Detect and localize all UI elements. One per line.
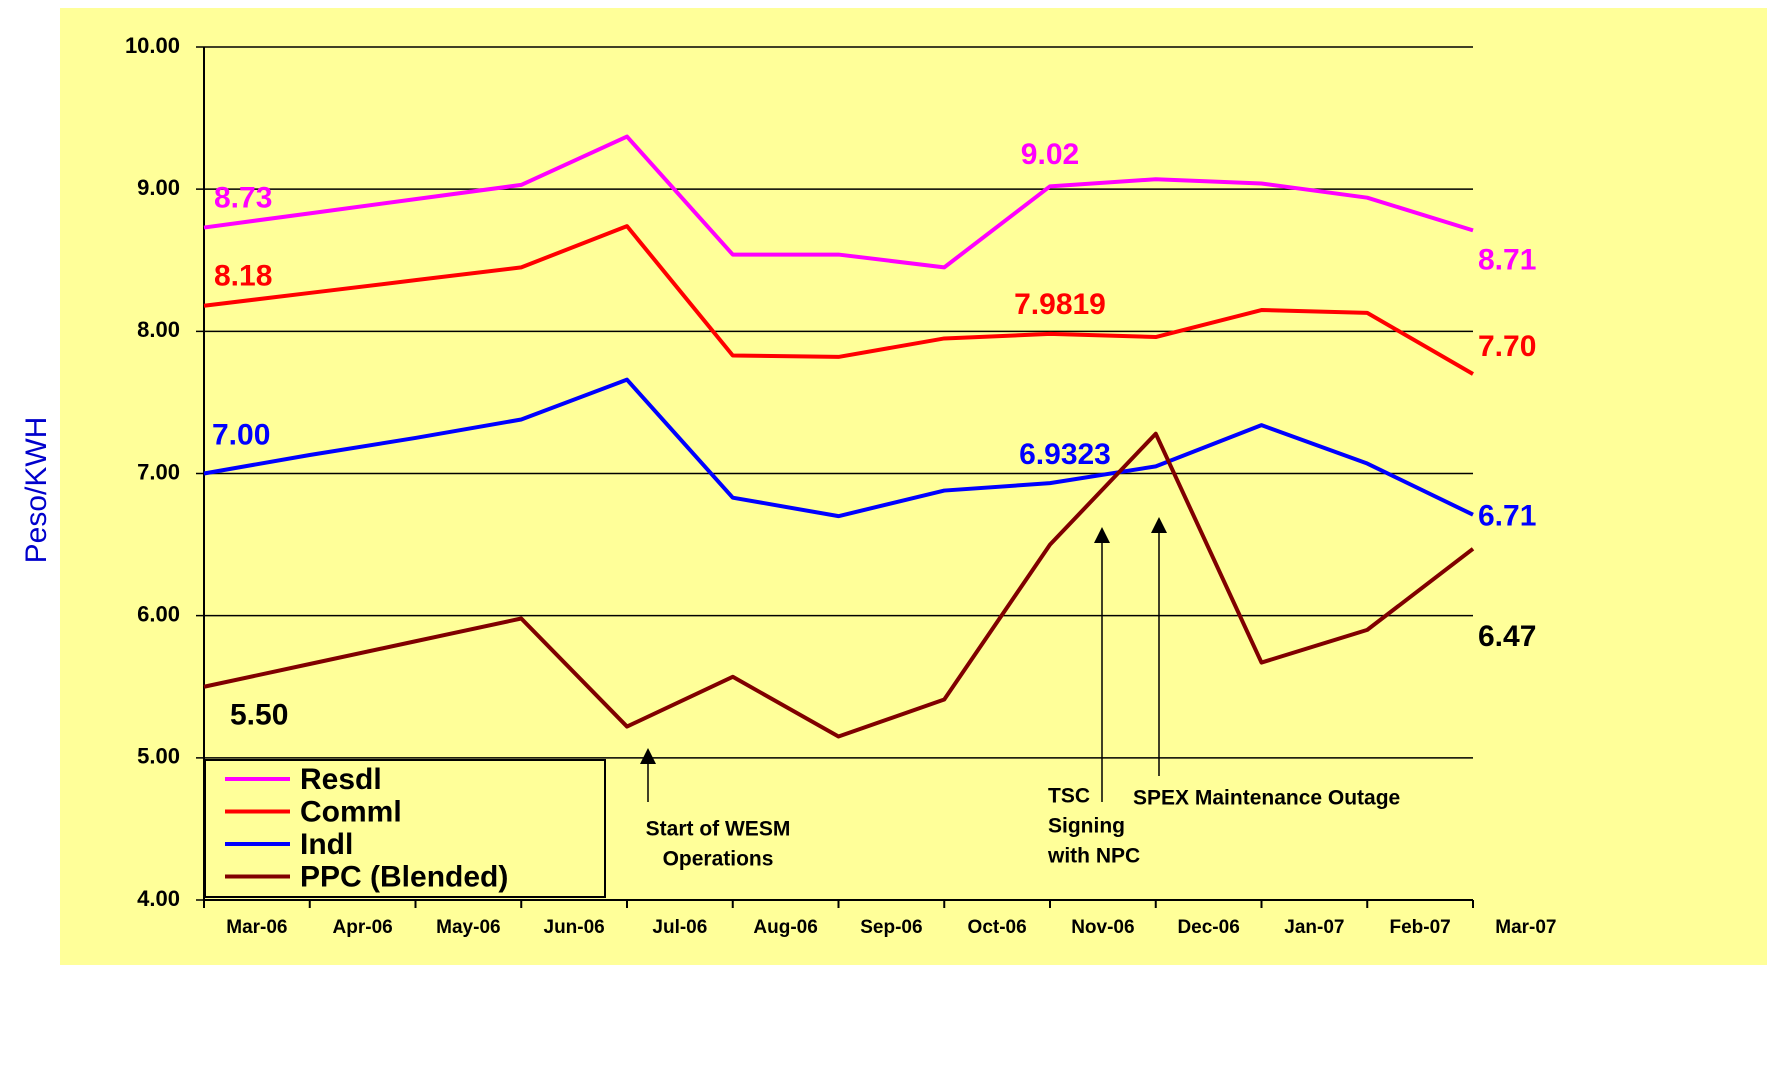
data-label: 6.47 (1478, 620, 1536, 653)
x-tick-label: Feb-07 (1390, 917, 1451, 938)
data-label: 8.18 (214, 260, 272, 293)
data-label: 5.50 (230, 699, 288, 732)
series-line (203, 377, 1474, 519)
data-label: 9.02 (1021, 138, 1079, 171)
arrowhead (1151, 517, 1167, 533)
y-tick-label: 8.00 (137, 317, 180, 342)
x-tick-label: May-06 (436, 917, 500, 938)
annotation-text: with NPC (1047, 845, 1140, 868)
x-tick-label: Sep-06 (860, 917, 922, 938)
data-label: 6.71 (1478, 500, 1536, 533)
y-tick-label: 4.00 (137, 886, 180, 911)
y-tick-label: 10.00 (125, 33, 180, 58)
x-tick-label: Jan-07 (1284, 917, 1344, 938)
legend-label: Resdl (300, 763, 382, 796)
x-tick-label: Mar-06 (226, 917, 287, 938)
data-label: 6.9323 (1019, 438, 1111, 471)
x-tick-label: Oct-06 (968, 917, 1027, 938)
data-label: 8.71 (1478, 243, 1536, 276)
annotation-text: Start of WESM (646, 818, 791, 841)
series-line (203, 134, 1474, 270)
legend-box (204, 759, 606, 898)
series-line (203, 224, 1475, 376)
arrowhead (1094, 527, 1110, 543)
y-tick-label: 7.00 (137, 459, 180, 484)
data-label: 8.73 (214, 181, 272, 214)
y-tick-label: 5.00 (137, 744, 180, 769)
data-label: 7.00 (212, 418, 270, 451)
data-label: 7.70 (1478, 330, 1536, 363)
annotation-text: Signing (1048, 815, 1125, 838)
data-label: 7.9819 (1014, 288, 1106, 321)
legend-label: PPC (Blended) (300, 860, 508, 893)
annotation-text: SPEX Maintenance Outage (1133, 787, 1400, 810)
x-tick-label: Mar-07 (1495, 917, 1556, 938)
annotation-text: Operations (663, 848, 774, 871)
y-axis-label: Peso/KWH (20, 417, 53, 564)
x-tick-label: Nov-06 (1071, 917, 1134, 938)
x-tick-label: Jul-06 (652, 917, 707, 938)
legend-label: Indl (300, 828, 353, 861)
arrowhead (640, 748, 656, 764)
series-line (203, 431, 1475, 739)
y-tick-label: 6.00 (137, 601, 180, 626)
y-tick-label: 9.00 (137, 175, 180, 200)
x-tick-label: Aug-06 (753, 917, 817, 938)
x-tick-label: Apr-06 (333, 917, 393, 938)
annotation-text: TSC (1048, 785, 1090, 808)
legend-label: Comml (300, 795, 402, 828)
x-tick-label: Dec-06 (1177, 917, 1239, 938)
x-tick-label: Jun-06 (544, 917, 605, 938)
